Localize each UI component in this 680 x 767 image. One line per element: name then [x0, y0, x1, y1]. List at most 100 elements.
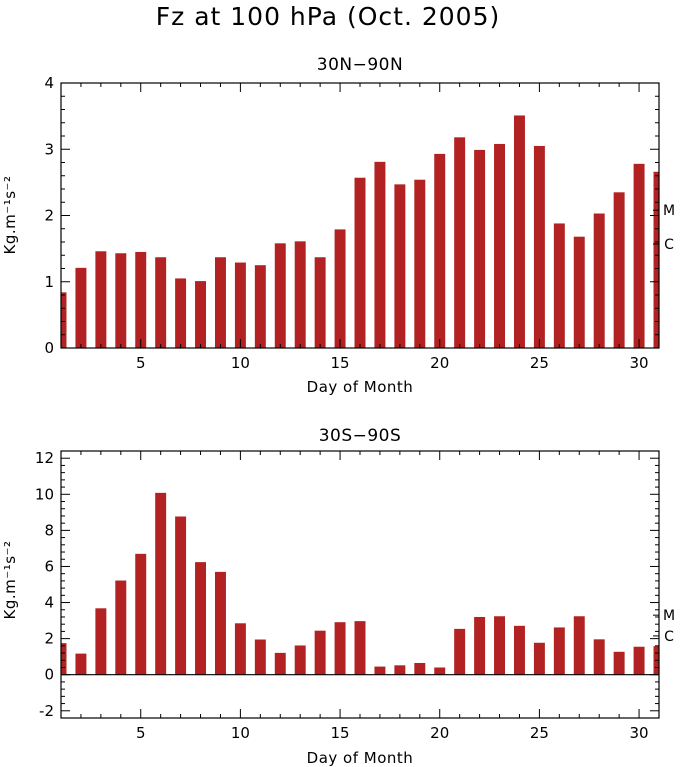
chart-south-xtick-label: 5: [136, 724, 146, 742]
chart-north-bar: [334, 229, 346, 348]
chart-north-bar: [95, 251, 107, 348]
chart-north-bar: [533, 145, 545, 348]
chart-south-ytick-label: 2: [44, 630, 54, 648]
chart-north: 30N−90N Day of Month Kg.m⁻¹s⁻² 5 10 15 20 25…: [1, 55, 675, 396]
chart-north-bar: [454, 137, 466, 348]
chart-north-bar: [195, 281, 207, 348]
chart-north-bar: [135, 251, 147, 348]
chart-south-bar: [61, 643, 67, 675]
chart-north-bar: [214, 257, 226, 348]
chart-south-ytick-label: 12: [35, 449, 54, 467]
chart-north-marker-c: C: [664, 237, 674, 253]
chart-north-bar: [653, 171, 659, 348]
chart-south-bar: [434, 667, 446, 675]
chart-north-bar: [434, 153, 446, 348]
chart-south-xtick-label: 15: [331, 724, 350, 742]
chart-north-xtick-label: 5: [136, 354, 146, 372]
chart-south-bar: [533, 642, 545, 675]
chart-south-xtick-label: 10: [231, 724, 250, 742]
chart-north-bar: [553, 223, 565, 348]
chart-south-bar: [155, 492, 167, 675]
chart-south-bar: [135, 553, 147, 675]
chart-south-frame: [60, 450, 660, 719]
chart-north-bar: [75, 267, 87, 348]
chart-south-bar: [294, 645, 306, 675]
chart-north-xlabel: Day of Month: [307, 378, 414, 396]
chart-north-bar: [394, 184, 406, 348]
chart-south-ytick-label: 4: [44, 594, 54, 612]
chart-north-ytick-label: 2: [44, 207, 54, 225]
chart-north-bar: [115, 253, 127, 348]
chart-north-bar: [61, 292, 67, 348]
chart-north-bar: [573, 236, 585, 348]
chart-south-ytick-label: 8: [44, 521, 54, 539]
chart-north-bar: [474, 149, 486, 348]
chart-south-ytick-label: 0: [44, 666, 54, 684]
chart-south-bar: [254, 639, 266, 675]
chart-north-bar: [155, 257, 167, 348]
chart-north-ytick-label: 4: [44, 74, 54, 92]
chart-north-bar: [414, 179, 426, 348]
chart-south-bar: [573, 616, 585, 675]
chart-north-bar: [513, 115, 525, 348]
chart-north-ytick-label: 3: [44, 140, 54, 158]
chart-south-bar: [314, 630, 326, 675]
chart-north-xtick-label: 25: [530, 354, 549, 372]
chart-north-bar: [274, 243, 286, 348]
chart-south-bar: [513, 625, 525, 675]
chart-south-ytick-label: -2: [39, 702, 54, 720]
chart-south-ytick-label: 10: [35, 485, 54, 503]
chart-north-bar: [354, 177, 366, 348]
chart-north-bar: [254, 265, 266, 348]
chart-south-bar: [454, 628, 466, 675]
chart-south-bar: [175, 516, 187, 675]
chart-south-bar: [553, 627, 565, 675]
chart-north-bar: [175, 278, 187, 348]
chart-south-xtick-label: 30: [630, 724, 649, 742]
chart-north-bar: [294, 241, 306, 348]
chart-north-xtick-label: 20: [430, 354, 449, 372]
chart-south-plot: 5 10 15 20 25 30 -2 0 2 4 6 8 10 12 MC: [35, 449, 675, 742]
chart-south-bar: [195, 562, 207, 675]
chart-south-xtick-label: 20: [430, 724, 449, 742]
chart-north-ytick-label: 1: [44, 273, 54, 291]
chart-north-bar: [613, 192, 625, 348]
chart-north-marker-m: M: [663, 203, 675, 219]
chart-south-bar: [214, 571, 226, 675]
chart-north-xtick-label: 15: [331, 354, 350, 372]
chart-south-ytick-label: 6: [44, 557, 54, 575]
chart-south-xlabel: Day of Month: [307, 749, 414, 767]
chart-north-xtick-label: 10: [231, 354, 250, 372]
chart-south-title: 30S−90S: [319, 426, 402, 446]
chart-south-bar: [75, 653, 87, 675]
chart-south-bar: [414, 662, 426, 675]
chart-north-bars: [61, 115, 659, 348]
chart-north-title: 30N−90N: [317, 55, 403, 75]
chart-north-plot: 5 10 15 20 25 30 0 1 2 3 4 M C: [44, 74, 675, 372]
chart-south: 30S−90S Day of Month Kg.m⁻¹s⁻² 5 10 15 20 25…: [1, 426, 675, 767]
chart-south-bars: [61, 492, 659, 675]
chart-south-bar: [95, 608, 107, 675]
figure-title: Fz at 100 hPa (Oct. 2005): [156, 2, 501, 31]
chart-south-bar: [274, 652, 286, 675]
chart-north-bar: [234, 262, 246, 348]
chart-south-xtick-label: 25: [530, 724, 549, 742]
chart-south-bar: [633, 646, 645, 675]
chart-south-bar: [474, 616, 486, 675]
chart-south-bar: [334, 622, 346, 675]
chart-south-bar: [354, 621, 366, 675]
chart-north-xtick-label: 30: [630, 354, 649, 372]
chart-north-ylabel: Kg.m⁻¹s⁻²: [1, 176, 19, 255]
chart-south-ylabel: Kg.m⁻¹s⁻²: [1, 541, 19, 620]
chart-south-bar: [234, 623, 246, 675]
chart-south-bar: [374, 666, 386, 675]
chart-south-marker-c: C: [664, 629, 674, 645]
chart-south-bar: [394, 665, 406, 675]
chart-south-bar: [115, 580, 127, 675]
chart-south-bar: [593, 639, 605, 675]
chart-south-bar: [494, 616, 506, 675]
chart-north-bar: [633, 163, 645, 348]
chart-south-marker-m: M: [663, 608, 675, 624]
chart-north-bar: [494, 143, 506, 348]
